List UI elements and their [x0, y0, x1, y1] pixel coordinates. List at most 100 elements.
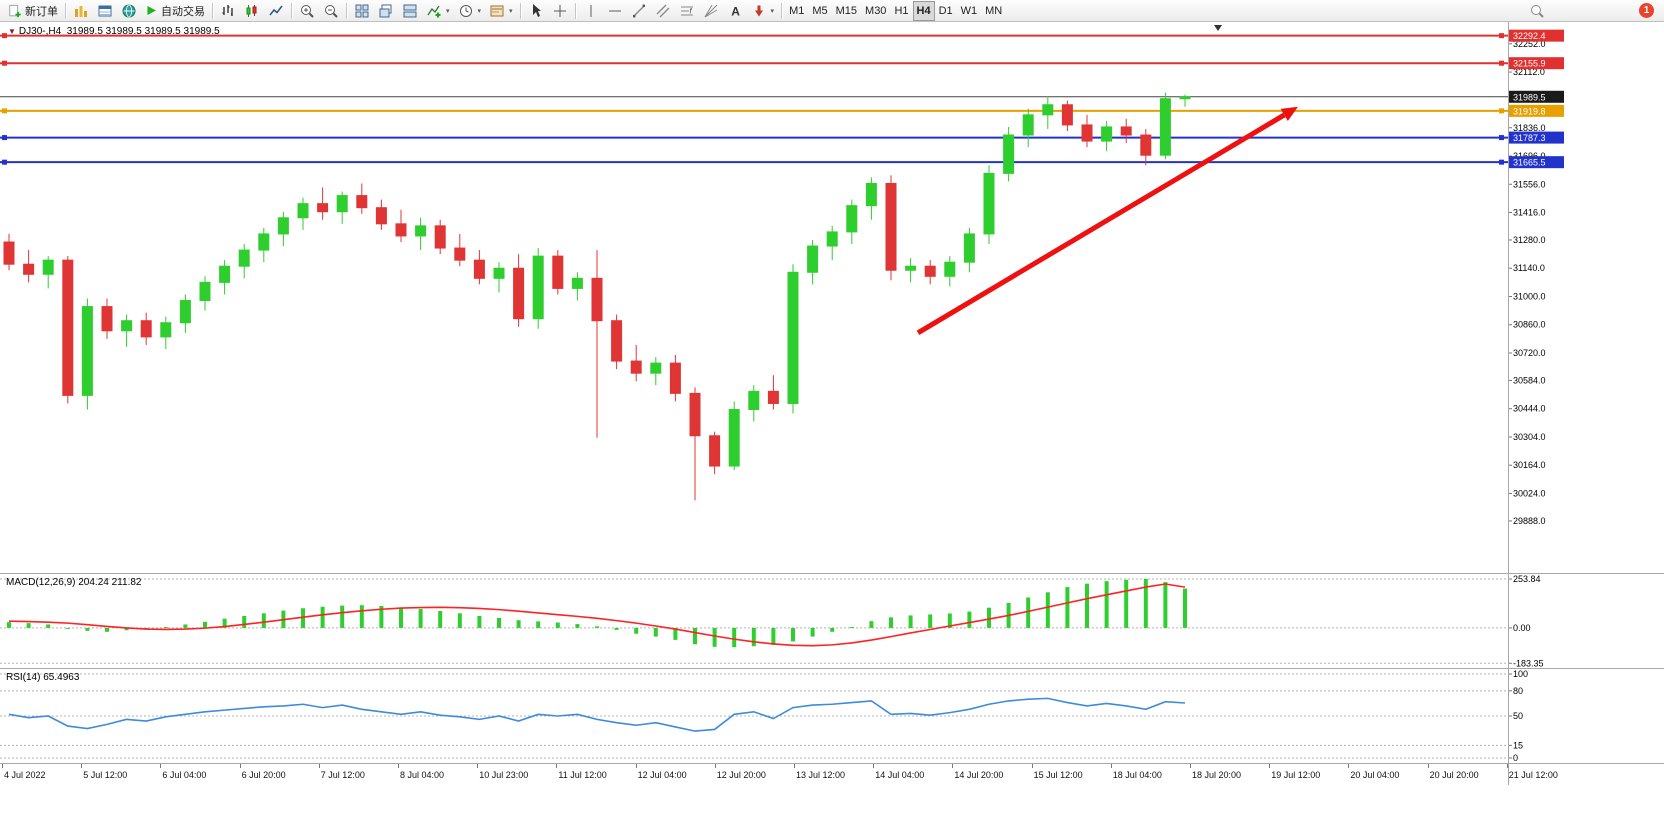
- time-axis-tick: [873, 764, 875, 768]
- macd-signal-value: 211.82: [111, 577, 142, 588]
- tile-windows-icon: [355, 4, 369, 17]
- time-label: 14 Jul 04:00: [875, 770, 925, 780]
- svg-text:f: f: [689, 8, 692, 15]
- arrows-tool-button[interactable]: ▾: [747, 1, 779, 21]
- candle-body: [532, 255, 544, 320]
- toolbar-separator: [519, 2, 521, 19]
- time-axis-tick: [2, 764, 3, 768]
- arrow-tool-icon: [754, 5, 763, 16]
- macd-bar: [261, 613, 266, 628]
- zoom-out-button[interactable]: [319, 1, 343, 21]
- macd-bar: [987, 607, 991, 628]
- main-chart-canvas[interactable]: 32252.0 32112.0 31836.0 31696.0 31556.0 31416…: [0, 22, 1664, 573]
- price-axis-label: 30024.0: [1513, 488, 1546, 498]
- add-indicator-button[interactable]: ▾: [422, 1, 454, 21]
- dropdown-caret-icon: ▾: [477, 7, 482, 15]
- vertical-line-tool-button[interactable]: [579, 1, 603, 21]
- rsi-panel-canvas[interactable]: 100 80 50 15 0: [0, 669, 1664, 763]
- timeframe-button-w1[interactable]: W1: [957, 1, 982, 21]
- price-axis-divider[interactable]: [1508, 22, 1509, 785]
- time-axis-tick: [1190, 764, 1191, 768]
- price-badge-label: 32155.9: [1513, 59, 1546, 69]
- price-badge-label: 31665.5: [1513, 158, 1546, 168]
- bar-chart-type-button[interactable]: [216, 1, 240, 21]
- candlestick-chart-type-button[interactable]: [240, 1, 264, 21]
- horizontal-line-tool-button[interactable]: [603, 1, 627, 21]
- candles-series: [3, 92, 1191, 501]
- candle-body: [787, 271, 799, 404]
- macd-panel-canvas[interactable]: 253.84 0.00 -183.35: [0, 574, 1664, 668]
- text-tool-button[interactable]: A: [723, 1, 747, 21]
- macd-bar: [1163, 582, 1168, 628]
- tile-windows-button[interactable]: [350, 1, 374, 21]
- time-axis-tick: [952, 764, 954, 768]
- zoom-in-button[interactable]: [295, 1, 319, 21]
- cursor-tool-button[interactable]: [524, 1, 548, 21]
- rsi-axis-label: 80: [1513, 686, 1523, 696]
- macd-bar: [124, 627, 129, 631]
- timeframe-button-m1[interactable]: M1: [785, 1, 808, 21]
- time-axis-tick: [81, 764, 83, 768]
- arrange-windows-button[interactable]: [398, 1, 422, 21]
- timeframe-button-h1[interactable]: H1: [890, 1, 912, 21]
- price-badge: [1509, 29, 1564, 42]
- fibonacci-tool-button[interactable]: f: [675, 1, 699, 21]
- timeframe-button-h4[interactable]: H4: [912, 0, 935, 21]
- price-badge: [1509, 156, 1564, 169]
- notification-badge[interactable]: 1: [1639, 3, 1654, 18]
- time-label: 8 Jul 04:00: [400, 770, 445, 780]
- timeframe-button-m30[interactable]: M30: [861, 1, 890, 21]
- time-label: 6 Jul 04:00: [162, 770, 207, 780]
- autotrading-button[interactable]: 自动交易: [141, 1, 209, 21]
- line-chart-type-button[interactable]: [264, 1, 288, 21]
- templates-button[interactable]: ▾: [485, 1, 517, 21]
- panel-divider[interactable]: [0, 573, 1664, 574]
- cascade-windows-button[interactable]: [374, 1, 398, 21]
- price-badge: [1509, 90, 1564, 103]
- navigator-button[interactable]: [117, 1, 141, 21]
- price-axis-label: 30444.0: [1513, 404, 1546, 414]
- crosshair-tool-button[interactable]: [548, 1, 572, 21]
- market-watch-button[interactable]: [69, 1, 93, 21]
- macd-bar: [203, 621, 207, 628]
- candlestick-chart-icon: [246, 4, 257, 17]
- macd-bar: [457, 613, 462, 628]
- toolbar: 新订单 自动交易 ▾ ▾ ▾ f A ▾ M1 M5 M15 M30 H1 H4…: [0, 0, 1664, 22]
- time-axis[interactable]: 4 Jul 2022 5 Jul 12:00 6 Jul 04:00 6 Jul 20…: [0, 764, 1664, 785]
- timeframe-button-d1[interactable]: D1: [935, 1, 957, 21]
- channel-tool-button[interactable]: [651, 1, 675, 21]
- candle-body: [513, 267, 525, 320]
- trendline-tool-button[interactable]: [627, 1, 651, 21]
- navigator-icon: [122, 4, 136, 17]
- macd-bar: [46, 624, 51, 628]
- text-tool-icon: A: [731, 4, 740, 18]
- candle-body: [630, 360, 642, 374]
- macd-bar: [889, 617, 893, 628]
- fibonacci-fan-tool-button[interactable]: [699, 1, 723, 21]
- timeframe-button-m5[interactable]: M5: [808, 1, 831, 21]
- data-window-icon: [98, 5, 112, 16]
- macd-bar: [1085, 583, 1089, 628]
- timeframe-button-mn[interactable]: MN: [981, 1, 1006, 21]
- macd-bar: [536, 621, 541, 628]
- price-axis-label: 31556.0: [1513, 179, 1546, 189]
- bar-chart-icon: [222, 4, 233, 16]
- macd-bar: [712, 627, 717, 647]
- data-window-button[interactable]: [93, 1, 117, 21]
- time-label: 12 Jul 04:00: [637, 770, 687, 780]
- timeframe-button-m15[interactable]: M15: [832, 1, 861, 21]
- new-order-button[interactable]: 新订单: [4, 1, 62, 21]
- autotrading-play-icon: [147, 6, 156, 15]
- periods-button[interactable]: ▾: [454, 1, 486, 21]
- search-button[interactable]: [1525, 1, 1549, 21]
- time-axis-tick: [635, 764, 637, 768]
- candle-body: [1042, 104, 1054, 116]
- macd-bar: [163, 626, 168, 628]
- price-axis-label: 30304.0: [1513, 432, 1546, 442]
- panel-divider[interactable]: [0, 668, 1664, 669]
- price-axis-label: 29888.0: [1513, 516, 1546, 526]
- time-axis-tick: [1348, 764, 1350, 768]
- candle-body: [454, 247, 466, 261]
- macd-bar: [497, 617, 501, 628]
- candle-body: [807, 245, 819, 273]
